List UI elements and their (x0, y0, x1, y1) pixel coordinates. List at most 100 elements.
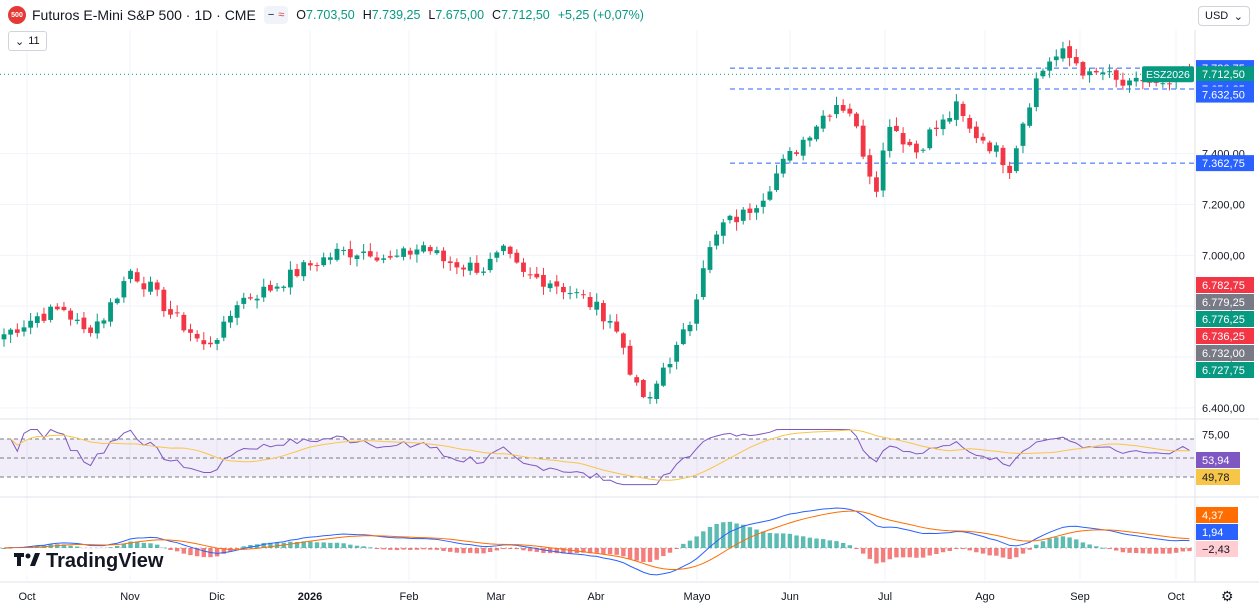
candle-body (1087, 71, 1092, 76)
macd-hist-bar (288, 541, 293, 548)
macd-hist-bar (474, 548, 480, 554)
candle-body (674, 344, 680, 362)
stacked-label-bg (1196, 294, 1254, 310)
y-tick-label: 7.000,00 (1202, 250, 1245, 262)
compare-toggle[interactable]: − ≈ (263, 6, 289, 24)
macd-hist-bar (607, 548, 613, 555)
candle (807, 135, 813, 147)
candle-body (734, 216, 739, 223)
symbol-title[interactable]: Futuros E-Mini S&P 500 · 1D · CME (32, 7, 256, 23)
candle-body (1033, 78, 1039, 108)
macd-hist-bar (960, 548, 966, 549)
candle-body (627, 345, 633, 375)
candle (607, 314, 613, 329)
macd-hist-bar (741, 524, 746, 548)
candle-body (61, 306, 67, 311)
price-label: 7.712,50 (1202, 69, 1245, 81)
candle (8, 328, 14, 344)
candle-body (101, 320, 107, 324)
macd-hist-bar (721, 522, 726, 548)
candle-body (134, 272, 140, 282)
macd-hist-bar (494, 548, 500, 551)
macd-hist-bar (241, 546, 246, 548)
candle (354, 254, 360, 267)
candle-body (760, 200, 766, 207)
candle-body (767, 191, 773, 200)
macd-hist-bar (954, 548, 959, 549)
candle (620, 332, 626, 355)
candle-body (973, 126, 979, 139)
macd-hist-bar (1100, 547, 1106, 549)
currency-select[interactable]: USD ⌄ (1198, 6, 1250, 26)
stacked-label: 6.776,25 (1202, 314, 1245, 326)
candle (914, 140, 919, 159)
macd-hist-bar (701, 531, 706, 548)
rsi-ma-line (10, 429, 1190, 481)
candle (640, 378, 646, 399)
candle-body (574, 292, 580, 294)
candle-body (880, 150, 886, 191)
macd-hist-bar (847, 545, 853, 548)
candle-body (747, 208, 753, 213)
candle-body (287, 269, 293, 288)
candle (268, 280, 273, 293)
candle (707, 240, 713, 274)
candle (441, 247, 446, 269)
candle-body (374, 257, 380, 261)
candle-body (208, 342, 213, 345)
candle (834, 96, 839, 119)
candle (28, 313, 34, 335)
macd-hist-bar (514, 548, 520, 550)
stacked-label: 6.736,25 (1202, 331, 1245, 343)
macd-hist-bar (421, 548, 426, 550)
macd-hist-bar (814, 538, 819, 548)
currency-label: USD (1205, 10, 1229, 22)
y-tick-label: 6.400,00 (1202, 403, 1245, 415)
macd-hist-bar (334, 542, 340, 548)
macd-hist-bar (441, 548, 446, 551)
candle-body (800, 139, 806, 156)
candle-body (141, 283, 147, 290)
candle-body (494, 252, 500, 258)
candle (234, 301, 240, 326)
candle-body (314, 265, 320, 267)
candle-body (307, 263, 313, 266)
candle (1047, 57, 1053, 78)
macd-hist-bar (301, 541, 306, 548)
candle-body (1007, 165, 1013, 173)
candle-body (907, 141, 913, 146)
macd-hist-bar (268, 542, 273, 548)
macd-hist-bar (534, 548, 539, 552)
macd-hist-bar (674, 548, 679, 549)
candle (34, 312, 40, 328)
x-tick-label: Mayo (684, 591, 711, 603)
gear-icon[interactable]: ⚙ (1221, 588, 1234, 604)
stacked-label-bg (1196, 328, 1254, 344)
candle-body (567, 293, 573, 295)
candle (381, 254, 387, 264)
candle (787, 147, 793, 164)
candle-body (860, 125, 866, 157)
candle (1013, 145, 1019, 174)
candle (594, 293, 600, 316)
macd-hist-bar (654, 548, 659, 560)
candle-body (521, 262, 526, 272)
candle-body (268, 284, 273, 291)
candle-body (421, 245, 426, 252)
indicators-toggle[interactable]: ⌄ 11 (8, 31, 47, 51)
candle (581, 289, 586, 299)
candle (680, 322, 686, 346)
candle-body (114, 298, 120, 304)
candle (700, 260, 706, 300)
candle (967, 114, 973, 133)
candle (714, 230, 720, 250)
macd-hist-bar (974, 548, 979, 553)
candle-body (28, 320, 34, 328)
candle (774, 164, 779, 192)
candle-body (474, 262, 480, 273)
macd-hist-bar (774, 533, 779, 548)
x-tick-label: 2026 (298, 591, 322, 603)
macd-hist-bar (1074, 539, 1079, 548)
candle-body (814, 126, 819, 140)
